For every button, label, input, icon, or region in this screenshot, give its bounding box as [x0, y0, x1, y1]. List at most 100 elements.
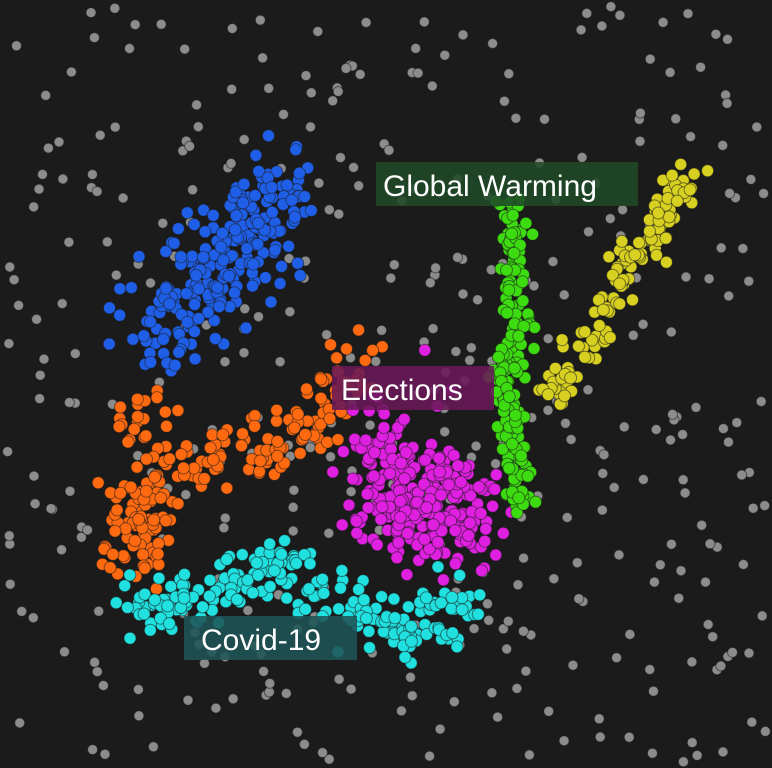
cluster-3-point — [360, 487, 374, 501]
cluster-1-point — [270, 165, 284, 179]
background-point — [82, 524, 93, 536]
background-point — [608, 482, 620, 493]
background-point — [561, 512, 573, 523]
cluster-5-point — [558, 389, 571, 403]
cluster-2-point — [366, 343, 380, 357]
cluster-2-point — [128, 534, 142, 548]
background-point — [558, 735, 570, 747]
background-point — [345, 683, 357, 695]
cluster-6-point — [299, 602, 312, 616]
background-point — [759, 500, 771, 512]
background-point — [180, 489, 192, 501]
background-point — [298, 738, 310, 750]
cluster-1-point — [188, 352, 202, 366]
cluster-6-point — [387, 592, 401, 606]
background-point — [109, 121, 121, 133]
background-point — [225, 157, 237, 169]
background-point — [87, 744, 99, 756]
background-point — [254, 14, 266, 26]
cluster-6-point — [137, 607, 151, 621]
background-point — [450, 346, 462, 357]
background-point — [64, 485, 76, 497]
cluster-6-point — [121, 601, 134, 614]
background-point — [702, 619, 714, 630]
background-point — [758, 188, 770, 199]
cluster-2-point — [248, 419, 262, 433]
cluster-2-point — [271, 434, 285, 448]
cluster-1-point — [137, 329, 151, 343]
cluster-3-point — [335, 518, 349, 532]
background-point — [8, 274, 20, 286]
background-point — [31, 313, 43, 325]
background-point — [680, 271, 692, 283]
background-point — [523, 749, 535, 761]
background-point — [464, 354, 476, 366]
background-point — [691, 749, 703, 761]
background-point — [274, 356, 286, 368]
background-point — [487, 38, 499, 49]
cluster-6-point — [203, 573, 217, 587]
background-point — [654, 559, 666, 571]
background-point — [227, 693, 239, 705]
background-point — [575, 24, 587, 36]
cluster-3-point — [474, 506, 488, 520]
cluster-6-point — [267, 564, 281, 578]
background-point — [665, 538, 677, 550]
cluster-3-point — [434, 488, 448, 502]
cluster-4-point — [526, 227, 540, 241]
cluster-3-point — [401, 526, 415, 540]
cluster-2-point — [131, 410, 145, 424]
cluster-6-point — [419, 591, 433, 605]
background-point — [543, 705, 555, 717]
cluster-1-point — [212, 300, 226, 314]
background-point — [605, 1, 617, 13]
background-point — [264, 677, 276, 689]
background-point — [452, 251, 463, 263]
cluster-2-point — [331, 433, 345, 447]
cluster-1-point — [236, 196, 250, 210]
cluster-1-point — [211, 281, 224, 295]
background-point — [677, 474, 689, 486]
cluster-3-point — [361, 501, 375, 515]
cluster-1-point — [268, 243, 282, 257]
cluster-3-point — [451, 459, 465, 473]
cluster-3-point — [448, 557, 462, 571]
cluster-2-point — [91, 476, 105, 490]
cluster-1-point — [289, 143, 303, 157]
background-point — [465, 342, 477, 354]
cluster-3-point — [454, 475, 468, 489]
cluster-6-point — [152, 571, 166, 585]
background-point — [376, 324, 388, 336]
cluster-3-point — [367, 469, 381, 483]
background-point — [238, 134, 250, 145]
cluster-6-point — [278, 534, 292, 548]
background-point — [291, 726, 303, 738]
cluster-5-point — [613, 277, 627, 291]
background-point — [648, 685, 659, 697]
background-point — [646, 747, 658, 759]
background-point — [278, 108, 289, 120]
cluster-4-point — [492, 350, 505, 364]
cluster-1-point — [192, 282, 206, 296]
label-elections-box — [332, 366, 494, 410]
cluster-5-point — [626, 293, 639, 307]
background-point — [132, 684, 144, 695]
background-point — [624, 628, 636, 640]
background-point — [305, 121, 316, 133]
cluster-1-point — [113, 282, 127, 296]
cluster-1-point — [171, 222, 185, 236]
cluster-2-point — [270, 403, 284, 417]
background-point — [737, 559, 749, 570]
cluster-1-point — [228, 223, 242, 237]
background-point — [354, 68, 366, 80]
cluster-4-point — [519, 216, 533, 230]
background-point — [424, 277, 436, 289]
background-point — [617, 204, 629, 216]
cluster-3-point — [377, 421, 391, 435]
cluster-3-point — [393, 510, 407, 524]
cluster-6-point — [123, 631, 137, 645]
cluster-2-point — [298, 428, 312, 441]
background-point — [63, 397, 75, 408]
cluster-2-point — [130, 392, 144, 406]
cluster-2-point — [330, 351, 344, 365]
